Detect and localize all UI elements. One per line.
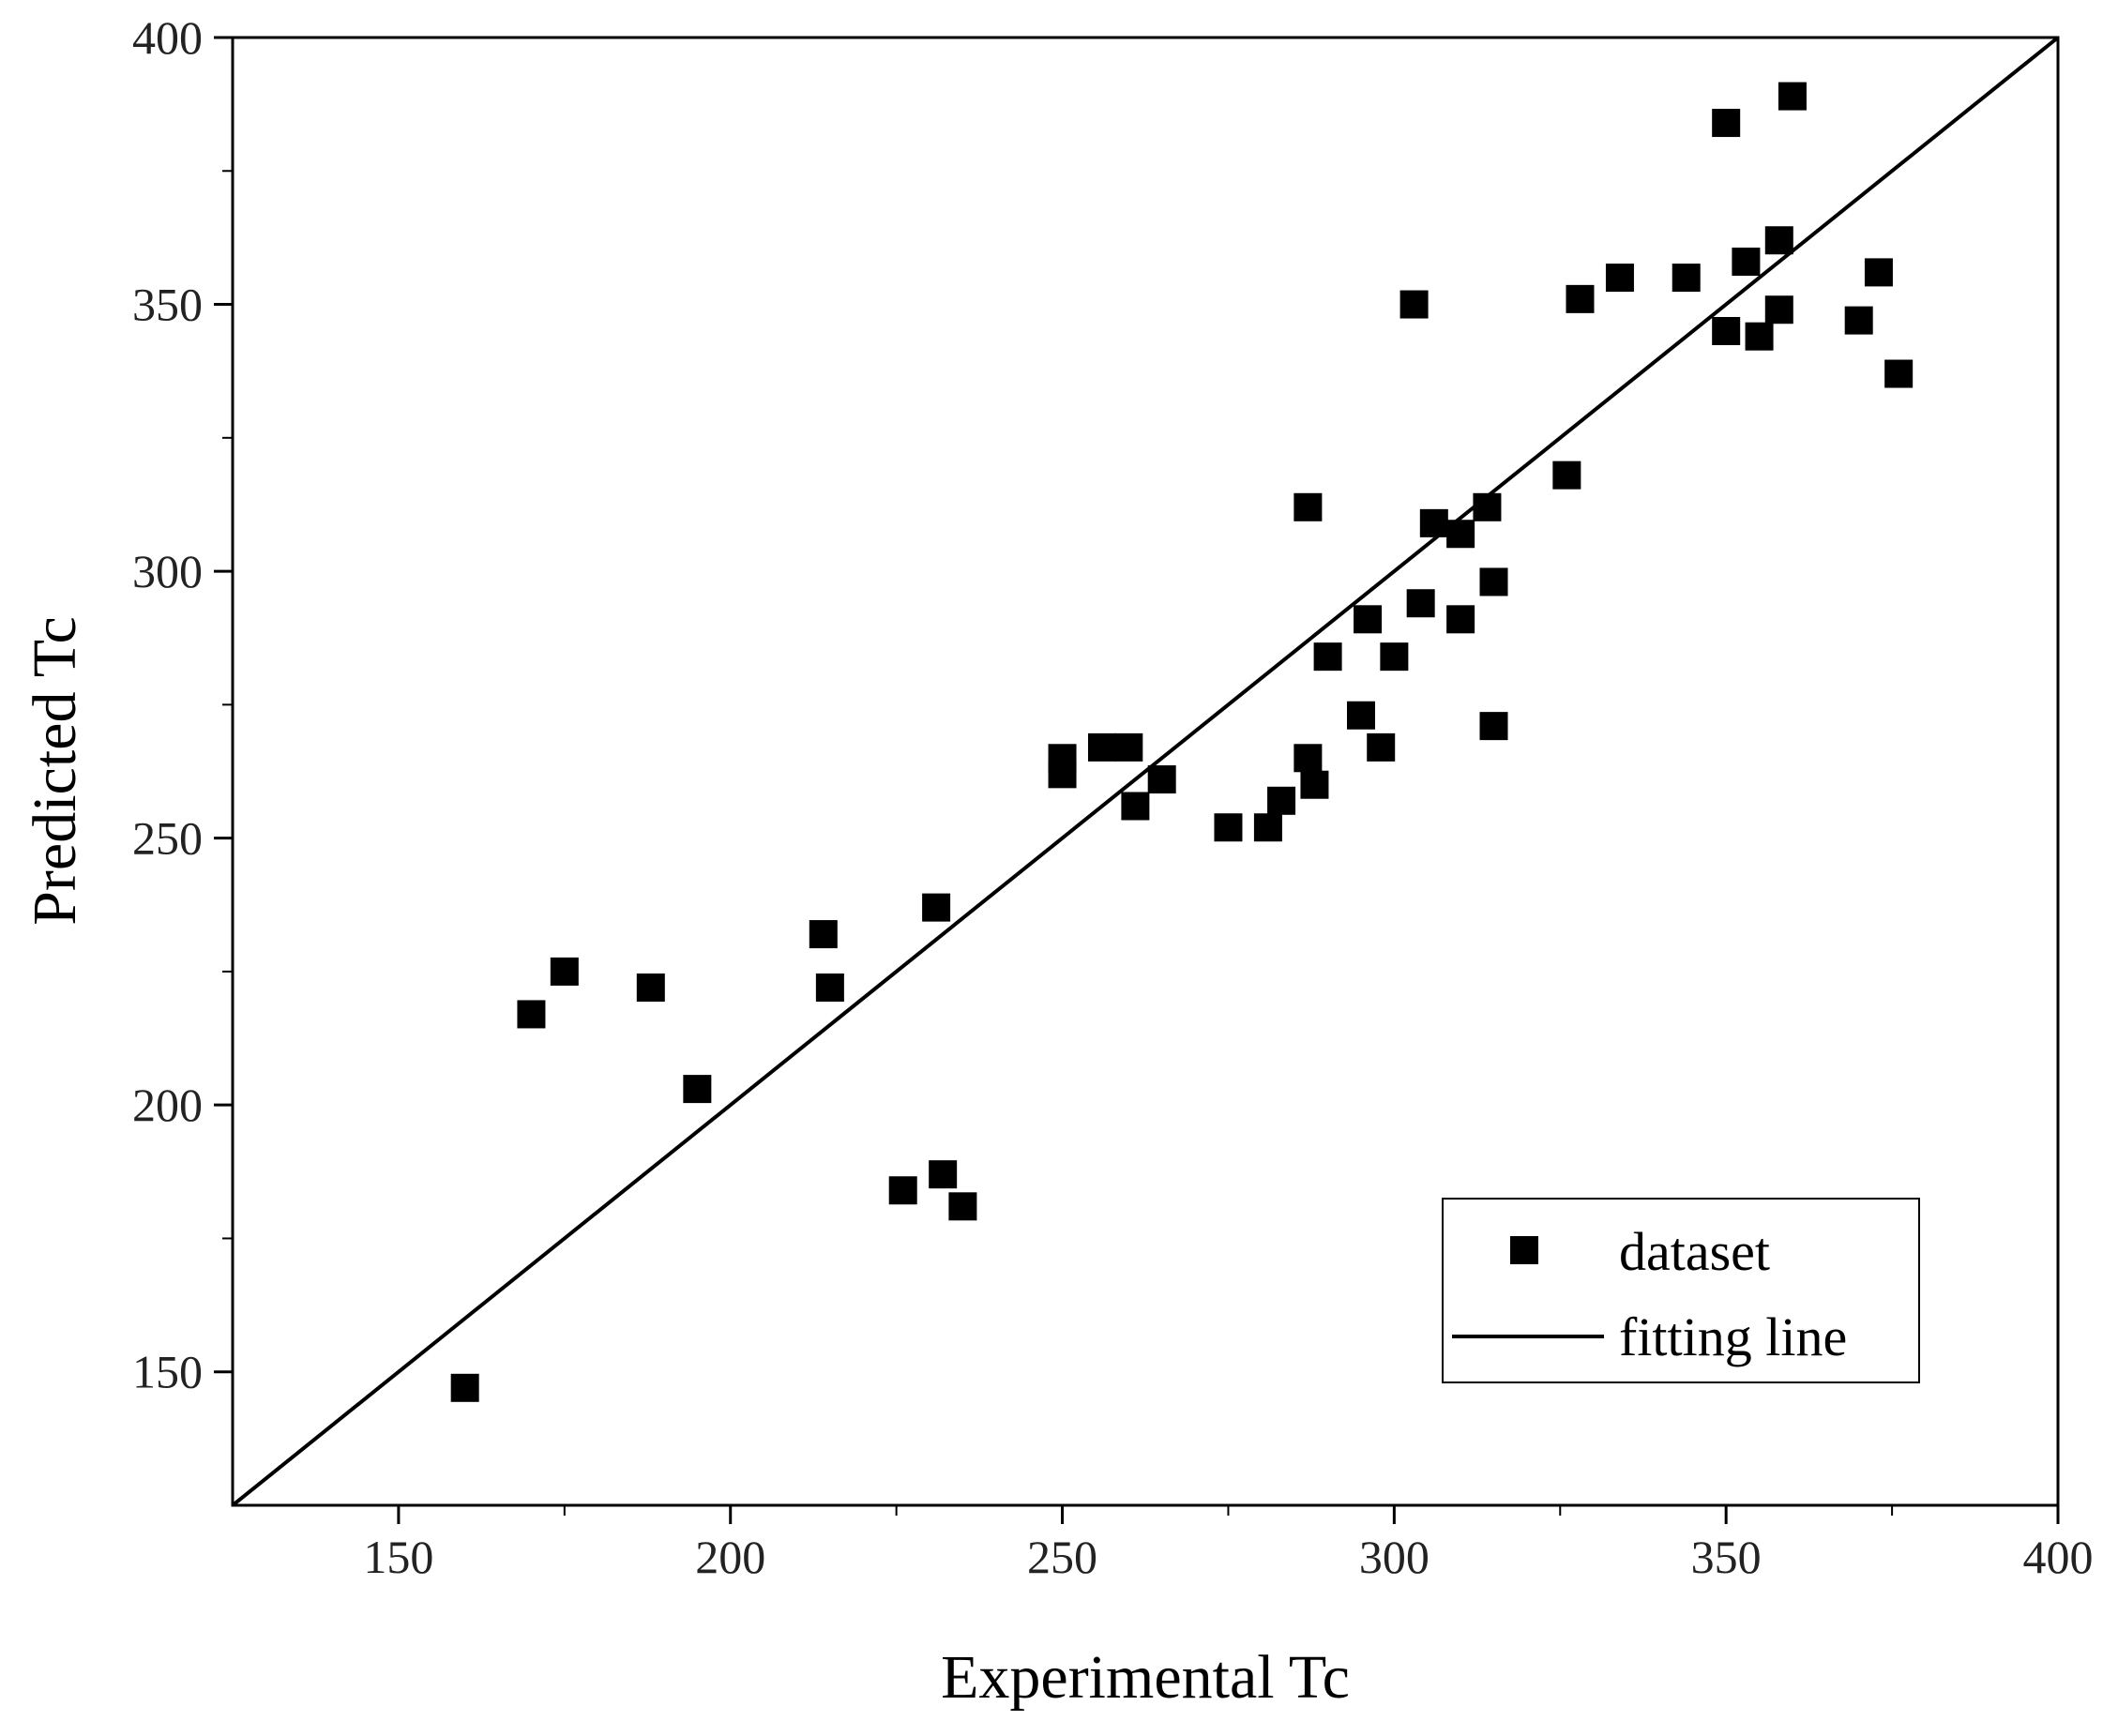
x-tick-label-150: 150	[363, 1531, 433, 1583]
data-point	[1473, 492, 1502, 521]
data-point	[1884, 359, 1914, 388]
data-point	[922, 893, 951, 922]
data-point	[1253, 813, 1282, 842]
data-point	[1354, 605, 1383, 634]
data-point	[1446, 520, 1475, 549]
data-point	[1419, 508, 1448, 537]
data-point	[1346, 701, 1375, 730]
tick-layer: 150 200 250 300 350 400 150 200 250 300 350 400	[132, 11, 2094, 1583]
x-tick-label-400: 400	[2023, 1531, 2094, 1583]
data-point	[517, 1000, 546, 1029]
data-point	[1267, 786, 1296, 815]
y-axis-title: Predicted Tc	[21, 616, 89, 926]
data-point	[1121, 792, 1150, 821]
data-point	[1605, 264, 1634, 293]
data-point	[1399, 290, 1429, 319]
data-point	[1300, 770, 1329, 799]
data-point	[1864, 258, 1893, 287]
data-point	[1479, 712, 1508, 741]
data-point	[550, 957, 579, 986]
data-point	[1380, 642, 1409, 672]
data-point	[1367, 732, 1396, 762]
plot-frame	[231, 36, 2060, 1507]
data-point	[1745, 322, 1774, 351]
data-point	[1088, 732, 1117, 762]
y-tick-label-200: 200	[132, 1079, 203, 1131]
data-point	[1672, 264, 1701, 293]
data-point	[1048, 760, 1077, 789]
data-point	[1214, 813, 1243, 842]
data-point	[888, 1176, 917, 1205]
legend-marker-dataset	[1510, 1236, 1538, 1264]
x-tick-label-300: 300	[1359, 1531, 1430, 1583]
fitting-line	[231, 36, 2060, 1507]
data-point	[929, 1160, 958, 1189]
data-point	[683, 1075, 712, 1104]
data-point	[1764, 295, 1793, 325]
data-point	[1293, 492, 1323, 521]
data-point	[1552, 460, 1581, 490]
data-point	[1732, 248, 1761, 277]
data-point	[948, 1192, 977, 1221]
data-point	[1566, 284, 1595, 313]
data-points	[450, 82, 1914, 1402]
data-point	[1313, 642, 1342, 672]
data-point	[636, 973, 665, 1002]
data-point	[1844, 306, 1873, 335]
legend-label-fitting-line: fitting line	[1619, 1306, 1847, 1367]
x-tick-label-250: 250	[1027, 1531, 1097, 1583]
data-point	[450, 1373, 479, 1402]
data-point	[815, 973, 844, 1002]
y-tick-label-300: 300	[132, 545, 203, 597]
data-point	[1406, 589, 1435, 618]
y-tick-label-400: 400	[132, 11, 203, 64]
data-point	[1446, 605, 1475, 634]
data-point	[1114, 732, 1143, 762]
data-point	[809, 920, 838, 949]
legend: dataset fitting line	[1442, 1198, 1920, 1383]
data-point	[1778, 82, 1807, 111]
legend-label-dataset: dataset	[1619, 1221, 1770, 1282]
data-point	[1293, 744, 1323, 773]
x-tick-label-200: 200	[695, 1531, 765, 1583]
y-tick-label-350: 350	[132, 279, 203, 331]
y-tick-label-250: 250	[132, 812, 203, 865]
data-point	[1147, 765, 1176, 794]
data-point	[1479, 567, 1508, 596]
data-point	[1764, 226, 1793, 255]
fitting-line-layer	[231, 36, 2060, 1507]
y-tick-label-150: 150	[132, 1346, 203, 1398]
x-tick-label-350: 350	[1691, 1531, 1762, 1583]
legend-box	[1442, 1198, 1920, 1383]
data-point	[1712, 109, 1741, 138]
data-point	[1712, 317, 1741, 345]
x-axis-title: Experimental Tc	[941, 1643, 1350, 1712]
